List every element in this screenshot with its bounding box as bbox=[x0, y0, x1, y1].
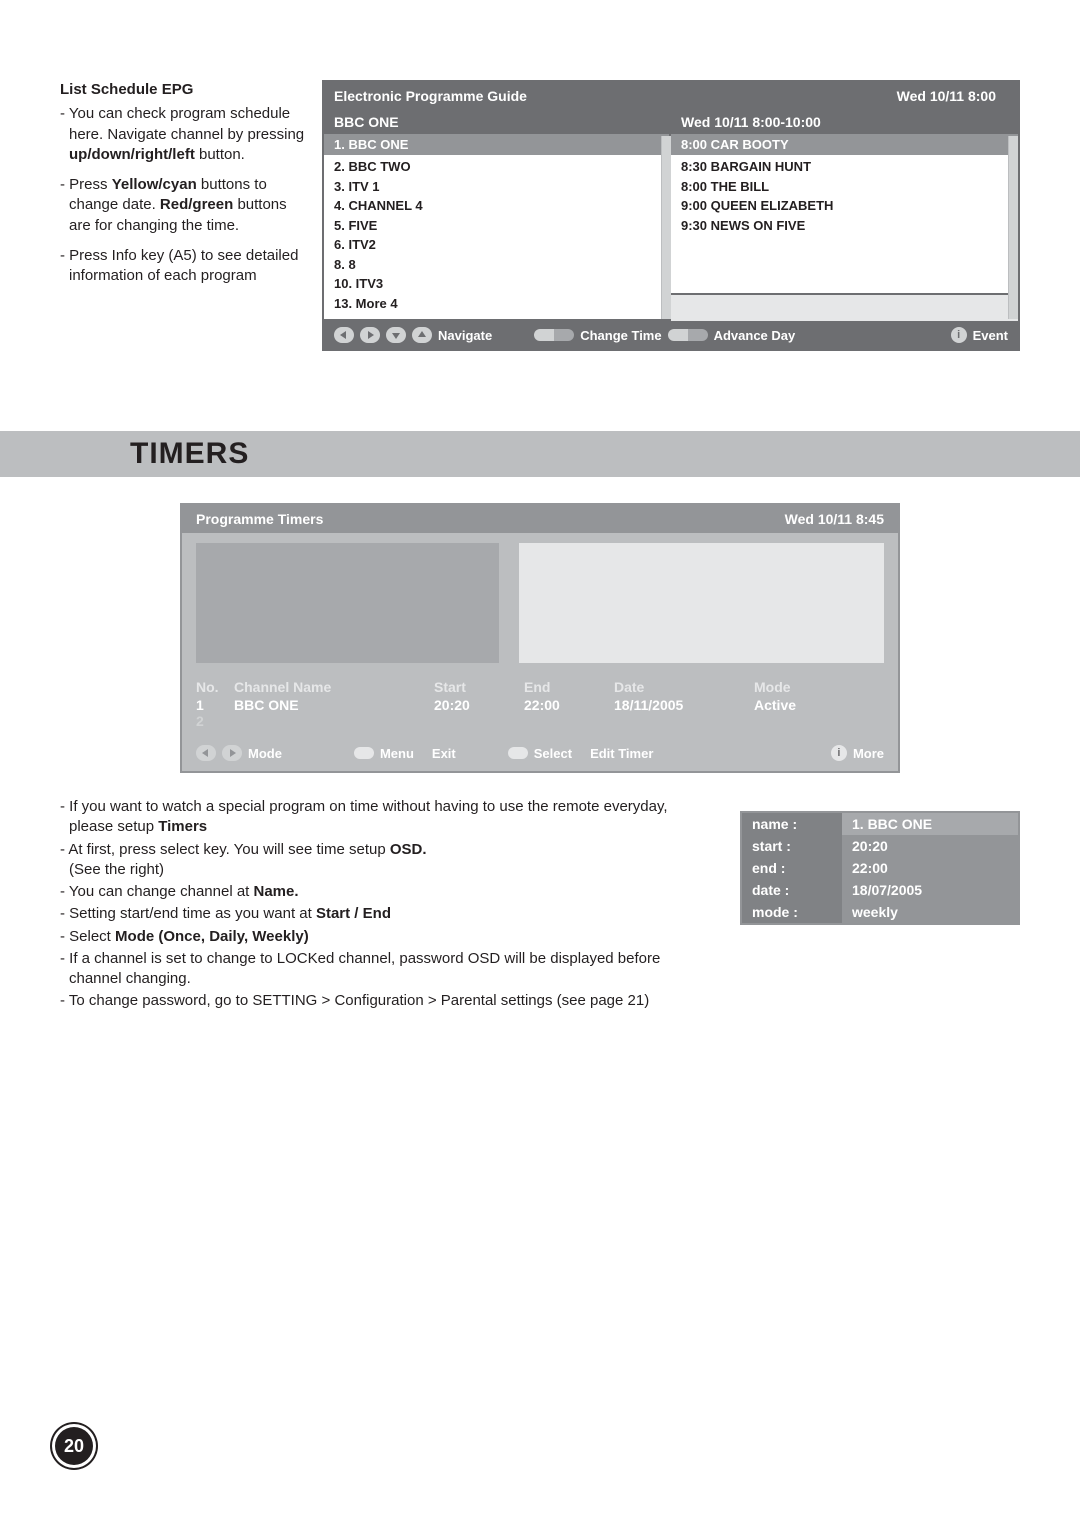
timers-heading: TIMERS bbox=[130, 437, 1080, 471]
osd-end-key: end : bbox=[742, 857, 842, 879]
left-arrow-icon[interactable] bbox=[334, 327, 354, 343]
exit-label: Exit bbox=[432, 746, 456, 761]
osd-name-key: name : bbox=[742, 813, 842, 835]
epg-datetime: Wed 10/11 8:00 bbox=[897, 88, 996, 104]
list-item[interactable]: 8. 8 bbox=[334, 255, 659, 275]
advance-day-pill[interactable] bbox=[668, 329, 708, 341]
list-item[interactable]: 3. ITV 1 bbox=[334, 177, 659, 197]
epg-channel-list: 2. BBC TWO 3. ITV 1 4. CHANNEL 4 5. FIVE… bbox=[324, 155, 669, 321]
up-arrow-icon[interactable] bbox=[412, 327, 432, 343]
epg-programme-list: 8:30 BARGAIN HUNT 8:00 THE BILL 9:00 QUE… bbox=[671, 155, 1018, 295]
list-item[interactable]: 9:00 QUEEN ELIZABETH bbox=[681, 196, 1008, 216]
table-row[interactable]: 2 bbox=[196, 713, 884, 729]
list-item[interactable]: 13. More 4 bbox=[334, 294, 659, 314]
col-mode: Mode bbox=[754, 679, 844, 695]
down-arrow-icon[interactable] bbox=[386, 327, 406, 343]
col-date: Date bbox=[614, 679, 754, 695]
timers-datetime: Wed 10/11 8:45 bbox=[785, 511, 884, 527]
osd-mode-val[interactable]: weekly bbox=[842, 901, 1018, 923]
timers-titlealdata-bind=: Programme Timers bbox=[196, 511, 323, 527]
select-label: Select bbox=[534, 746, 572, 761]
change-time-pill[interactable] bbox=[534, 329, 574, 341]
osd-name-val[interactable]: 1. BBC ONE bbox=[842, 813, 1018, 835]
select-pill[interactable] bbox=[508, 747, 528, 759]
timers-preview-left bbox=[196, 543, 499, 663]
event-label: Event bbox=[973, 328, 1008, 343]
page-number: 20 bbox=[52, 1424, 96, 1468]
scrollbar[interactable] bbox=[1008, 136, 1018, 319]
info-icon[interactable]: i bbox=[951, 327, 967, 343]
list-schedule-heading: List Schedule EPG bbox=[60, 80, 306, 100]
info-icon[interactable]: i bbox=[831, 745, 847, 761]
right-arrow-icon[interactable] bbox=[360, 327, 380, 343]
epg-right-header: Wed 10/11 8:00-10:00 bbox=[671, 110, 1018, 134]
col-end: End bbox=[524, 679, 614, 695]
list-schedule-p2: - Press Yellow/cyan buttons to change da… bbox=[60, 175, 306, 236]
edit-timer-label: Edit Timer bbox=[590, 746, 653, 761]
epg-left-header: BBC ONE bbox=[324, 110, 669, 134]
osd-start-val[interactable]: 20:20 bbox=[842, 835, 1018, 857]
epg-header: Electronic Programme Guide Wed 10/11 8:0… bbox=[324, 82, 1018, 110]
list-schedule-p3: - Press Info key (A5) to see detailed in… bbox=[60, 246, 306, 287]
osd-end-val[interactable]: 22:00 bbox=[842, 857, 1018, 879]
list-item[interactable]: 8:30 BARGAIN HUNT bbox=[681, 157, 1008, 177]
list-item[interactable]: 2. BBC TWO bbox=[334, 157, 659, 177]
advance-day-label: Advance Day bbox=[714, 328, 796, 343]
list-item[interactable]: 4. CHANNEL 4 bbox=[334, 196, 659, 216]
list-item[interactable]: 6. ITV2 bbox=[334, 235, 659, 255]
change-time-label: Change Time bbox=[580, 328, 661, 343]
timer-osd-box: name :1. BBC ONE start :20:20 end :22:00… bbox=[740, 811, 1020, 925]
osd-date-val[interactable]: 18/07/2005 bbox=[842, 879, 1018, 901]
col-channel: Channel Name bbox=[234, 679, 434, 695]
timers-section-bar: TIMERS bbox=[0, 431, 1080, 477]
right-arrow-icon[interactable] bbox=[222, 745, 242, 761]
epg-title: Electronic Programme Guide bbox=[334, 88, 527, 104]
list-item[interactable]: 10. ITV3 bbox=[334, 274, 659, 294]
navigate-label: Navigate bbox=[438, 328, 492, 343]
list-schedule-text: List Schedule EPG - You can check progra… bbox=[60, 80, 306, 351]
col-no: No. bbox=[196, 679, 234, 695]
table-row[interactable]: 1 BBC ONE 20:20 22:00 18/11/2005 Active bbox=[196, 697, 884, 713]
list-item[interactable]: 8:00 THE BILL bbox=[681, 177, 1008, 197]
osd-mode-key: mode : bbox=[742, 901, 842, 923]
more-label: More bbox=[853, 746, 884, 761]
programme-timers-panel: Programme Timers Wed 10/11 8:45 No. Chan… bbox=[180, 503, 900, 773]
scrollbar[interactable] bbox=[661, 136, 671, 319]
mode-label: Mode bbox=[248, 746, 282, 761]
osd-date-key: date : bbox=[742, 879, 842, 901]
timers-table: No. Channel Name Start End Date Mode 1 B… bbox=[182, 673, 898, 739]
epg-left-highlight[interactable]: 1. BBC ONE bbox=[324, 134, 669, 155]
epg-right-highlight[interactable]: 8:00 CAR BOOTY bbox=[671, 134, 1018, 155]
list-item[interactable]: 5. FIVE bbox=[334, 216, 659, 236]
menu-pill[interactable] bbox=[354, 747, 374, 759]
list-item[interactable]: 9:30 NEWS ON FIVE bbox=[681, 216, 1008, 236]
timers-footer: Mode Menu Exit Select Edit Timer i More bbox=[182, 739, 898, 771]
menu-label: Menu bbox=[380, 746, 414, 761]
timers-preview-right bbox=[519, 543, 884, 663]
list-schedule-p1: - You can check program schedule here. N… bbox=[60, 104, 306, 165]
osd-start-key: start : bbox=[742, 835, 842, 857]
timers-instructions: - If you want to watch a special program… bbox=[60, 797, 700, 1014]
epg-footer: Navigate Change Time Advance Day i Event bbox=[324, 321, 1018, 349]
left-arrow-icon[interactable] bbox=[196, 745, 216, 761]
col-start: Start bbox=[434, 679, 524, 695]
epg-panel: Electronic Programme Guide Wed 10/11 8:0… bbox=[322, 80, 1020, 351]
